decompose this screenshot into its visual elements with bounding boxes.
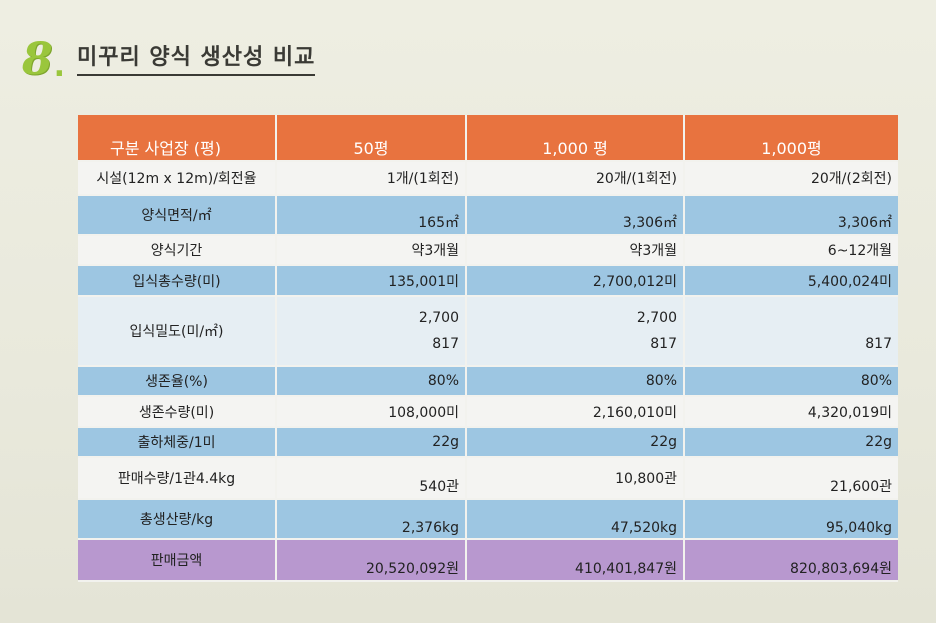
- productivity-comparison-table: 구분 사업장 (평) 50평 1,000 평 1,000평 시설(12m x 1…: [78, 115, 898, 582]
- cell: 4,320,019미: [684, 396, 898, 427]
- header-col-3: 1,000평: [684, 115, 898, 161]
- cell: 3,306㎡: [466, 195, 685, 235]
- cell: 820,803,694원: [684, 539, 898, 581]
- cell: 6~12개월: [684, 235, 898, 265]
- cell: 540관: [276, 457, 467, 499]
- cell: 80%: [466, 366, 685, 396]
- row-label: 총생산량/kg: [78, 499, 277, 539]
- table-row: 판매수량/1관4.4kg 540관 10,800관 21,600관: [78, 457, 898, 499]
- section-heading: 8 . 미꾸리 양식 생산성 비교: [22, 26, 316, 85]
- row-label: 양식면적/㎡: [78, 195, 277, 235]
- cell: 410,401,847원: [466, 539, 685, 581]
- cell: 20개/(1회전): [466, 161, 685, 195]
- cell-bottom-value: 817: [650, 336, 677, 352]
- cell-top-value: [691, 307, 892, 329]
- table-header-row: 구분 사업장 (평) 50평 1,000 평 1,000평: [78, 115, 898, 161]
- cell: 10,800관: [466, 457, 685, 499]
- table-row: 생존율(%) 80% 80% 80%: [78, 366, 898, 396]
- table-row: 시설(12m x 12m)/회전율 1개/(1회전) 20개/(1회전) 20개…: [78, 161, 898, 195]
- cell: 3,306㎡: [684, 195, 898, 235]
- row-label: 입식밀도(미/㎡): [78, 296, 277, 366]
- section-title: 미꾸리 양식 생산성 비교: [77, 39, 316, 76]
- section-number: 8: [22, 34, 53, 85]
- cell: 80%: [684, 366, 898, 396]
- cell-top-value: 2,700: [418, 310, 459, 326]
- table-row: 입식밀도(미/㎡) 2,700 817 2,700 817 817: [78, 296, 898, 366]
- cell: 21,600관: [684, 457, 898, 499]
- cell: 2,700 817: [276, 296, 467, 366]
- cell: 165㎡: [276, 195, 467, 235]
- cell-bottom-value: 817: [432, 336, 459, 352]
- section-number-dot: .: [53, 49, 66, 84]
- cell: 22g: [684, 427, 898, 457]
- cell: 22g: [466, 427, 685, 457]
- cell: 20,520,092원: [276, 539, 467, 581]
- row-label: 판매금액: [78, 539, 277, 581]
- cell: 2,376kg: [276, 499, 467, 539]
- table-row: 양식면적/㎡ 165㎡ 3,306㎡ 3,306㎡: [78, 195, 898, 235]
- cell-bottom-value: 817: [865, 336, 892, 352]
- row-label: 시설(12m x 12m)/회전율: [78, 161, 277, 195]
- cell: 80%: [276, 366, 467, 396]
- table-row: 양식기간 약3개월 약3개월 6~12개월: [78, 235, 898, 265]
- table-row: 총생산량/kg 2,376kg 47,520kg 95,040kg: [78, 499, 898, 539]
- cell: 5,400,024미: [684, 265, 898, 296]
- table-row: 판매금액 20,520,092원 410,401,847원 820,803,69…: [78, 539, 898, 581]
- cell: 약3개월: [466, 235, 685, 265]
- row-label: 판매수량/1관4.4kg: [78, 457, 277, 499]
- cell: 135,001미: [276, 265, 467, 296]
- cell: 108,000미: [276, 396, 467, 427]
- cell: 95,040kg: [684, 499, 898, 539]
- header-category: 구분 사업장 (평): [78, 115, 277, 161]
- header-col-1: 50평: [276, 115, 467, 161]
- cell: 2,160,010미: [466, 396, 685, 427]
- header-col-2: 1,000 평: [466, 115, 685, 161]
- row-label: 양식기간: [78, 235, 277, 265]
- cell: 817: [684, 296, 898, 366]
- row-label: 입식총수량(미): [78, 265, 277, 296]
- cell: 2,700 817: [466, 296, 685, 366]
- cell-top-value: 2,700: [636, 310, 677, 326]
- cell: 약3개월: [276, 235, 467, 265]
- row-label: 생존율(%): [78, 366, 277, 396]
- table-row: 입식총수량(미) 135,001미 2,700,012미 5,400,024미: [78, 265, 898, 296]
- cell: 2,700,012미: [466, 265, 685, 296]
- row-label: 생존수량(미): [78, 396, 277, 427]
- cell: 47,520kg: [466, 499, 685, 539]
- cell: 20개/(2회전): [684, 161, 898, 195]
- table-row: 출하체중/1미 22g 22g 22g: [78, 427, 898, 457]
- cell: 22g: [276, 427, 467, 457]
- row-label: 출하체중/1미: [78, 427, 277, 457]
- table-row: 생존수량(미) 108,000미 2,160,010미 4,320,019미: [78, 396, 898, 427]
- cell: 1개/(1회전): [276, 161, 467, 195]
